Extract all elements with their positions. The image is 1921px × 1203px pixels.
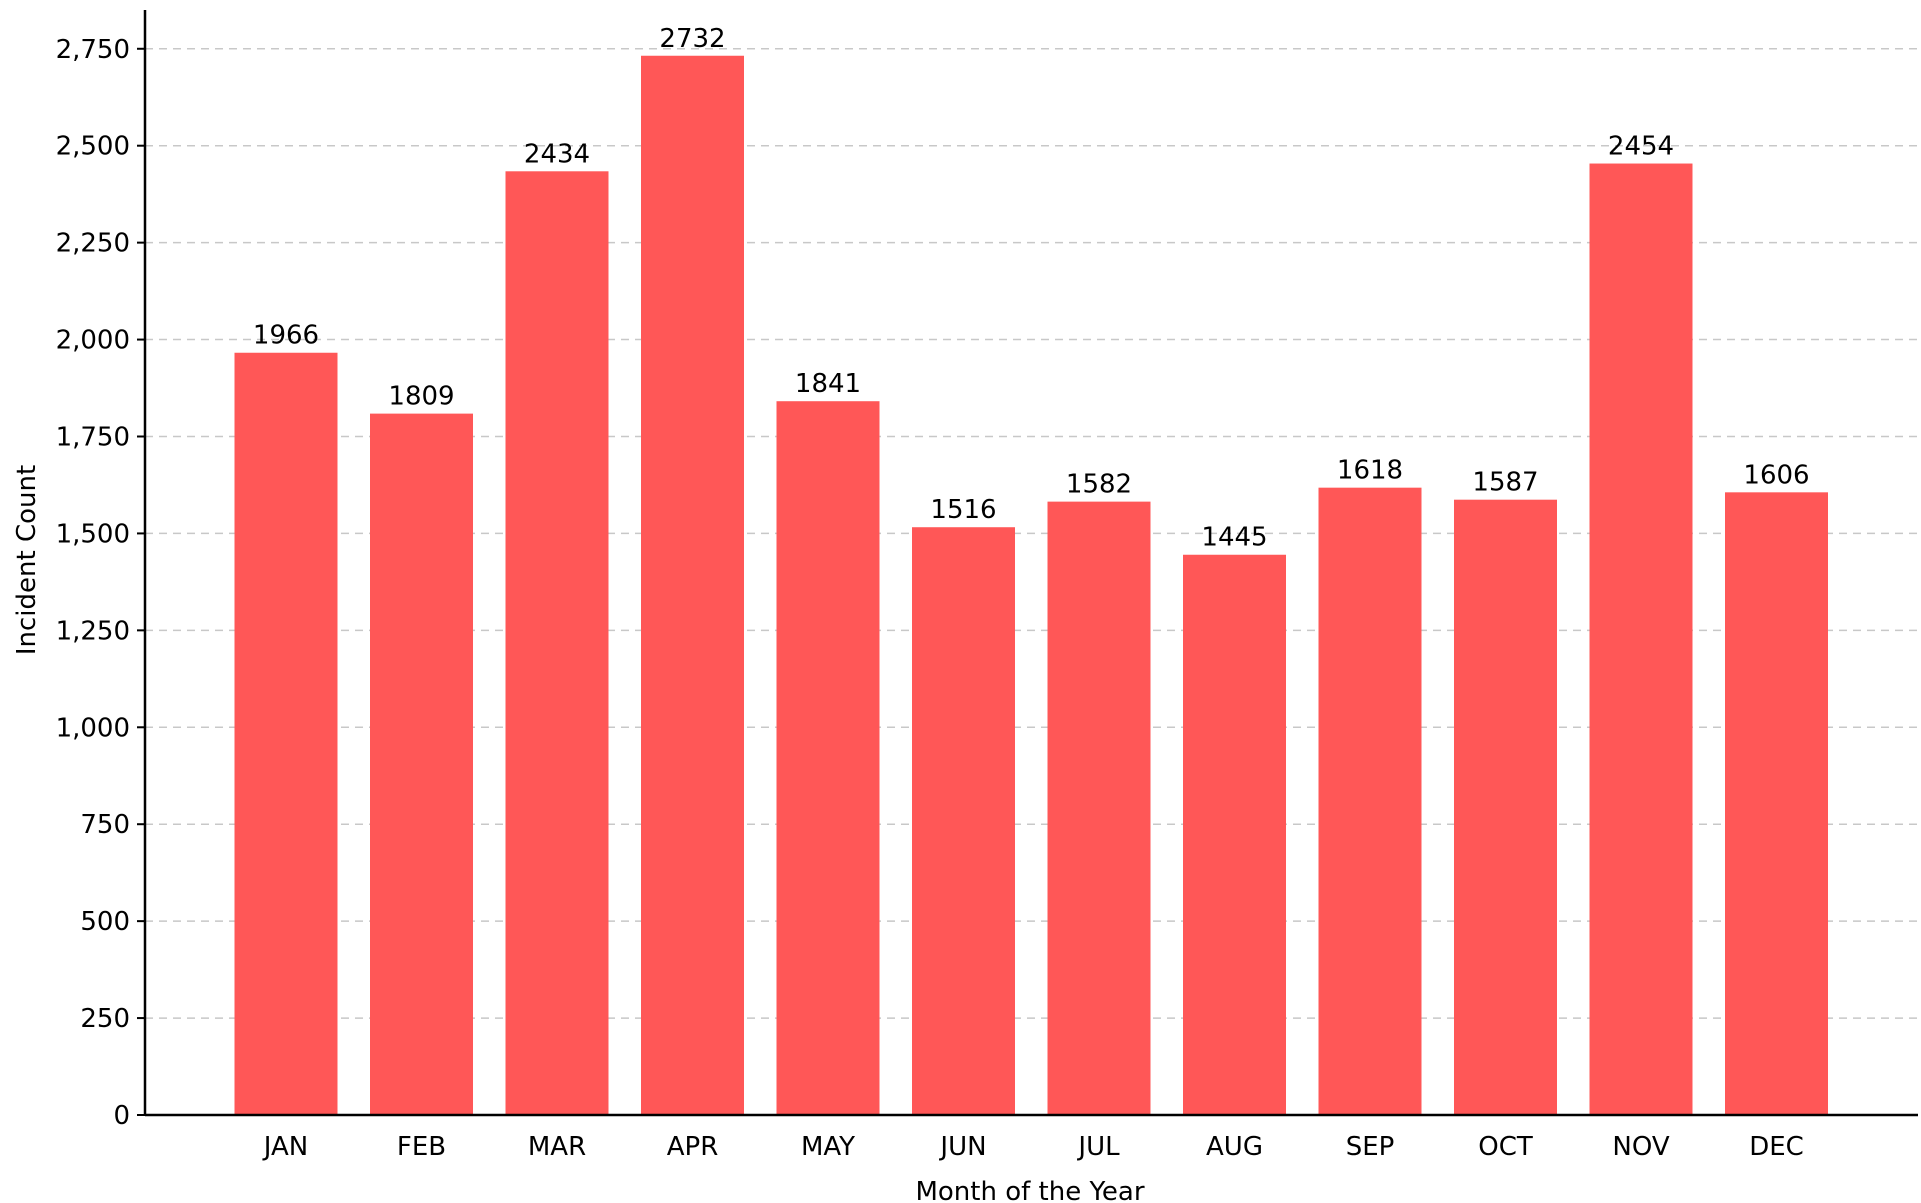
x-tick-label: JUN — [938, 1132, 986, 1162]
bar-feb — [370, 413, 473, 1115]
y-axis-title: Incident Count — [12, 465, 42, 655]
data-label: 1516 — [930, 495, 996, 525]
bar-mar — [505, 171, 609, 1115]
y-tick-label: 1,250 — [56, 616, 130, 646]
bar-jan — [234, 352, 338, 1115]
bar-jun — [912, 527, 1015, 1115]
x-tick-label: MAR — [528, 1132, 586, 1162]
data-label: 1606 — [1743, 460, 1809, 490]
data-label: 2732 — [659, 24, 725, 54]
data-label: 1966 — [253, 321, 319, 351]
data-label: 2434 — [524, 139, 590, 169]
x-tick-label: DEC — [1749, 1132, 1804, 1162]
data-label: 1582 — [1066, 470, 1132, 500]
y-tick-label: 1,750 — [56, 422, 130, 452]
data-label: 2454 — [1608, 132, 1674, 162]
y-tick-label: 2,500 — [56, 132, 130, 162]
y-tick-label: 250 — [80, 1004, 130, 1034]
data-label: 1618 — [1337, 456, 1403, 486]
y-tick-label: 750 — [80, 810, 130, 840]
bar-oct — [1454, 499, 1557, 1116]
x-tick-label: JAN — [262, 1132, 308, 1162]
x-tick-label: OCT — [1478, 1132, 1533, 1162]
x-tick-label: SEP — [1346, 1132, 1395, 1162]
data-label: 1841 — [795, 369, 861, 399]
x-tick-label: NOV — [1612, 1132, 1669, 1162]
x-tick-label: JUL — [1076, 1132, 1120, 1162]
y-tick-label: 500 — [80, 907, 130, 937]
x-axis: JAN FEB MAR APR MAY JUN JUL AUG SEP OCT NOV DEC — [145, 1113, 1918, 1162]
bar-apr — [641, 55, 744, 1116]
y-tick-label: 2,750 — [56, 35, 130, 65]
y-tick-label: 0 — [113, 1101, 130, 1131]
y-tick-label: 1,500 — [56, 519, 130, 549]
x-tick-label: APR — [667, 1132, 719, 1162]
bars — [234, 55, 1828, 1116]
x-tick-label: FEB — [397, 1132, 446, 1162]
data-label: 1587 — [1472, 468, 1538, 498]
data-label: 1809 — [388, 382, 454, 412]
bar-sep — [1318, 487, 1422, 1115]
y-tick-label: 2,000 — [56, 326, 130, 356]
data-label: 1445 — [1201, 523, 1267, 553]
x-axis-title: Month of the Year — [915, 1177, 1144, 1203]
y-tick-label: 2,250 — [56, 229, 130, 259]
x-tick-label: AUG — [1206, 1132, 1263, 1162]
bar-dec — [1725, 492, 1828, 1115]
bar-jul — [1047, 501, 1151, 1116]
x-tick-label: MAY — [801, 1132, 855, 1162]
data-labels: 1966 1809 2434 2732 1841 1516 1582 1445 1618 1587… — [253, 24, 1810, 553]
bar-may — [776, 401, 880, 1116]
bar-nov — [1589, 163, 1693, 1115]
y-axis: 0 250 500 750 1,000 1,250 1,500 1,750 2,000 2,250… — [56, 10, 147, 1131]
y-tick-label: 1,000 — [56, 713, 130, 743]
bar-aug — [1183, 554, 1286, 1115]
